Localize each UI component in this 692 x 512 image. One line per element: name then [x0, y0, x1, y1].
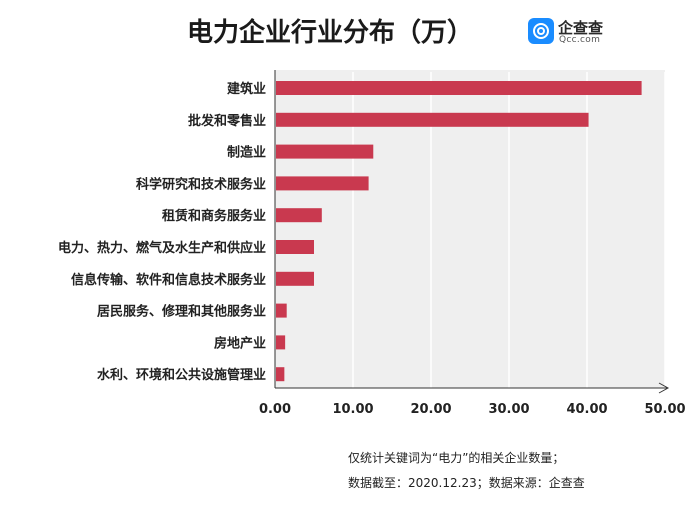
category-label: 房地产业: [214, 335, 266, 351]
category-label: 信息传输、软件和信息技术服务业: [71, 272, 266, 288]
bar: [276, 303, 287, 318]
x-tick-label: 40.00: [566, 402, 607, 417]
category-label: 制造业: [227, 145, 266, 161]
bar: [276, 240, 314, 254]
bar: [276, 271, 314, 286]
category-label: 科学研究和技术服务业: [136, 176, 266, 192]
category-label: 租赁和商务服务业: [162, 208, 266, 224]
x-tick-label: 0.00: [259, 402, 291, 417]
bar: [276, 367, 285, 382]
qcc-logo-icon: [528, 18, 554, 44]
x-tick-label: 50.00: [644, 402, 685, 417]
footnote-source: 数据截至：2020.12.23；数据来源：企查查: [348, 476, 585, 490]
bar: [276, 176, 369, 191]
bar: [276, 144, 374, 159]
x-axis-arrow: [658, 382, 670, 394]
category-label: 电力、热力、燃气及水生产和供应业: [58, 240, 266, 256]
logo-name: 企查查: [558, 19, 604, 37]
category-label: 建筑业: [227, 81, 266, 97]
bar: [276, 112, 589, 127]
x-tick-label: 10.00: [332, 402, 373, 417]
footnote-scope: 仅统计关键词为“电力”的相关企业数量；: [348, 451, 565, 465]
category-label: 水利、环境和公共设施管理业: [97, 367, 266, 383]
x-tick-label: 20.00: [410, 402, 451, 417]
bar: [276, 208, 322, 223]
bar: [276, 81, 642, 95]
x-tick-label: 30.00: [488, 402, 529, 417]
category-label: 批发和零售业: [188, 113, 266, 129]
bar-chart: 0.00 10.00 20.00 30.00 40.00 50.00 建筑业批发和零售业制造…: [58, 70, 686, 417]
logo-subtitle: Qcc.com: [559, 35, 601, 45]
qcc-logo: 企查查 Qcc.com: [528, 17, 638, 47]
category-label: 居民服务、修理和其他服务业: [97, 304, 266, 320]
chart-title: 电力企业行业分布（万）: [186, 18, 473, 48]
bar: [276, 335, 286, 350]
